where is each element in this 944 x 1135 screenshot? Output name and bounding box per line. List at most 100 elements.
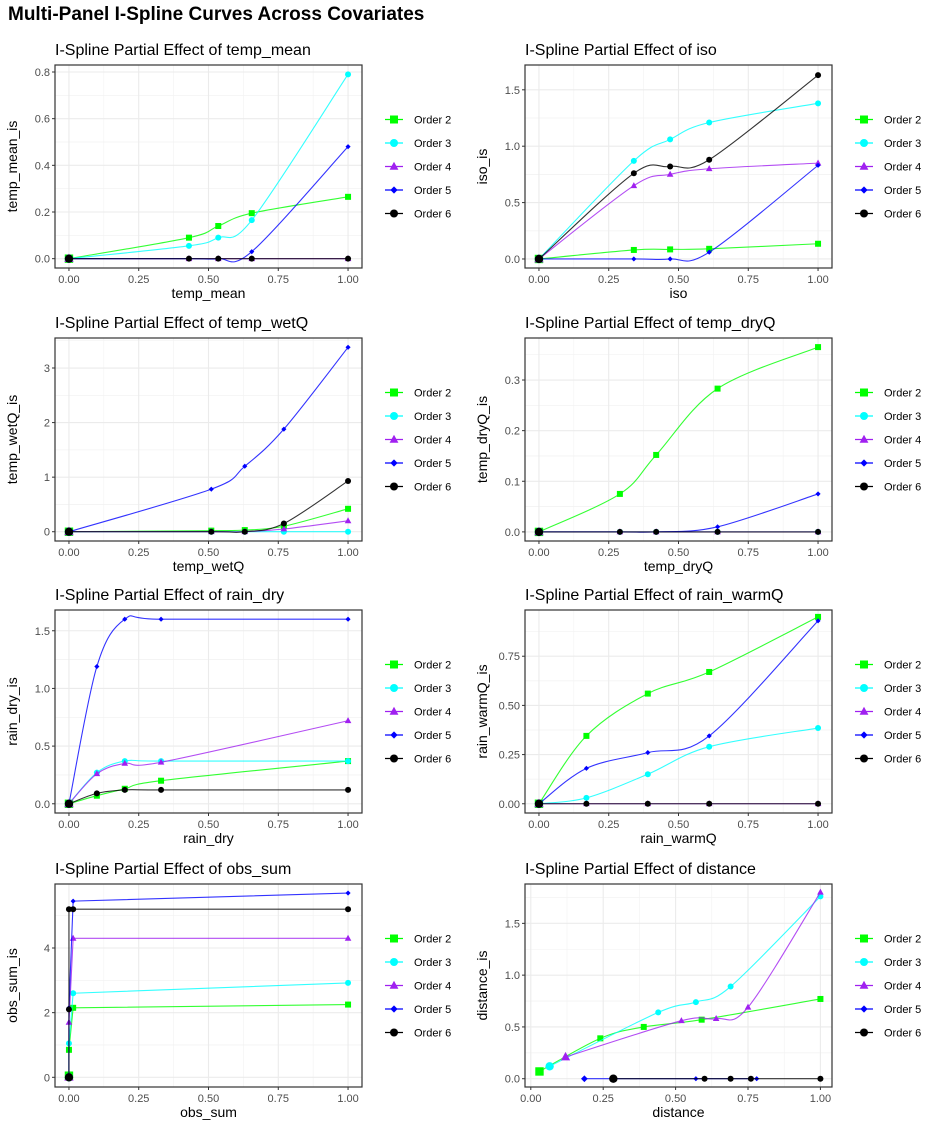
data-point [644, 690, 651, 697]
data-point [667, 256, 673, 262]
data-point [815, 162, 821, 168]
panel-title: I-Spline Partial Effect of rain_warmQ [525, 587, 783, 604]
plot-border [524, 883, 833, 1088]
x-axis-label: temp_mean [172, 285, 246, 301]
panel-title: I-Spline Partial Effect of rain_dry [55, 587, 284, 604]
data-point [121, 759, 129, 766]
chart-panel: I-Spline Partial Effect of temp_mean 0.00… [0, 30, 472, 305]
data-point [158, 786, 165, 793]
legend-key-triangle-icon [859, 161, 869, 170]
legend-key-diamond-icon [860, 459, 868, 467]
x-tick-label: 0.00 [520, 1093, 541, 1105]
x-tick-label: 0.00 [528, 547, 549, 559]
data-point [692, 999, 699, 1006]
x-axis-label: temp_wetQ [173, 558, 245, 574]
data-point [616, 528, 623, 535]
series-6 [609, 1074, 824, 1083]
legend-label: Order 6 [414, 1028, 451, 1040]
legend-key-triangle-icon [389, 161, 399, 170]
legend-label: Order 4 [414, 162, 451, 174]
data-point [344, 717, 352, 724]
legend-key-circle-icon [860, 139, 868, 147]
y-tick-label: 1.0 [505, 141, 520, 153]
x-tick-label: 0.25 [592, 1093, 613, 1105]
legend-item: Order 2 [855, 934, 921, 946]
x-tick-label: 1.00 [337, 274, 358, 286]
x-tick-label: 0.00 [58, 274, 79, 286]
panel-title: I-Spline Partial Effect of iso [525, 42, 717, 59]
legend-item: Order 2 [385, 660, 451, 672]
data-point [815, 100, 822, 107]
legend-key-triangle-icon [389, 706, 399, 715]
y-tick-label: 0.0 [505, 527, 520, 539]
legend-item: Order 5 [385, 1004, 451, 1016]
data-point [815, 800, 822, 807]
data-point [715, 524, 721, 530]
legend: Order 2 Order 3 Order 4 Order 5 Order 6 [385, 660, 451, 766]
legend-item: Order 5 [855, 730, 921, 742]
legend-key-circle-icon [390, 958, 398, 966]
legend-label: Order 5 [884, 458, 921, 470]
data-point [345, 786, 352, 793]
y-tick-label: 0.3 [505, 375, 520, 387]
data-point [666, 170, 674, 177]
legend-item: Order 4 [855, 981, 921, 993]
data-point [712, 1015, 720, 1022]
legend-label: Order 5 [414, 185, 451, 197]
data-point [158, 777, 165, 784]
series-line [68, 720, 349, 805]
legend-key-diamond-icon [860, 186, 868, 194]
x-tick-label: 0.50 [198, 547, 219, 559]
legend-key-triangle-icon [389, 980, 399, 989]
figure-title: Multi-Panel I-Spline Curves Across Covar… [8, 4, 425, 25]
y-tick-label: 0.0 [505, 254, 520, 266]
legend-key-square-icon [390, 934, 398, 943]
legend-item: Order 6 [385, 209, 451, 221]
x-tick-label: 0.00 [58, 547, 79, 559]
data-point [640, 1023, 647, 1030]
x-tick-label: 0.00 [58, 1093, 79, 1105]
y-tick-label: 0.75 [499, 651, 520, 663]
legend-key-circle-icon [390, 684, 398, 692]
legend-key-circle-icon [860, 684, 868, 692]
data-point [645, 750, 651, 756]
legend-item: Order 4 [385, 162, 451, 174]
legend-label: Order 5 [414, 1004, 451, 1016]
legend-item: Order 3 [855, 411, 921, 423]
x-tick-label: 0.50 [668, 274, 689, 286]
legend-item: Order 5 [385, 730, 451, 742]
legend-label: Order 3 [884, 683, 921, 695]
legend-item: Order 3 [855, 138, 921, 150]
legend-item: Order 2 [855, 388, 921, 400]
chart-panel: I-Spline Partial Effect of rain_dry 0.00 0… [0, 575, 472, 850]
legend-key-circle-icon [860, 1028, 868, 1037]
x-tick-label: 0.75 [268, 1093, 289, 1105]
y-axis-label: iso_is [474, 149, 490, 185]
legend-item: Order 2 [385, 934, 451, 946]
data-point [706, 800, 713, 807]
data-point [345, 890, 351, 896]
legend-key-circle-icon [390, 754, 398, 763]
data-point [815, 725, 822, 732]
legend-label: Order 5 [884, 1004, 921, 1016]
data-point [701, 1075, 708, 1082]
data-point [653, 528, 660, 535]
legend-key-circle-icon [860, 754, 868, 763]
data-point [70, 906, 77, 913]
legend-label: Order 2 [884, 388, 921, 400]
data-point [817, 888, 824, 895]
legend-item: Order 4 [385, 707, 451, 719]
data-point [706, 119, 713, 126]
series-6 [534, 72, 822, 264]
legend-label: Order 5 [884, 185, 921, 197]
panel-title: I-Spline Partial Effect of distance [525, 861, 756, 878]
data-point [345, 505, 352, 512]
data-point [534, 254, 544, 264]
panel-title: I-Spline Partial Effect of temp_mean [55, 42, 311, 59]
data-point [698, 1016, 705, 1023]
series-line [68, 759, 349, 805]
y-axis-label: rain_dry_is [4, 677, 20, 745]
legend-label: Order 3 [884, 411, 921, 423]
panel-title: I-Spline Partial Effect of temp_wetQ [55, 315, 308, 332]
x-tick-label: 0.50 [198, 1093, 219, 1105]
